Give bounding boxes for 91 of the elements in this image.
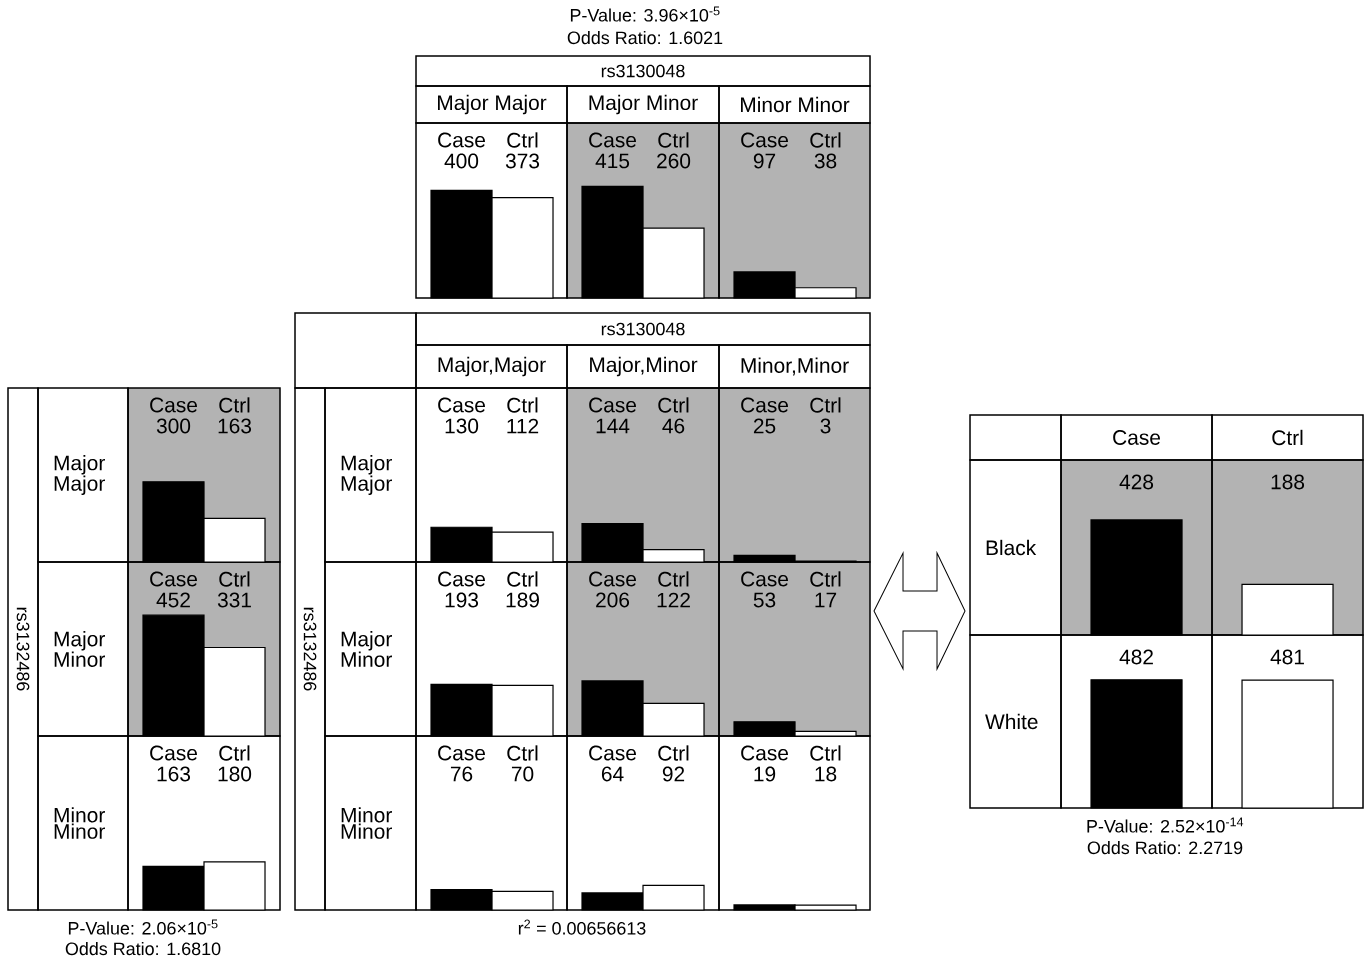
x-tick-label: Case (150, 745, 197, 761)
data-label: 19 (754, 766, 776, 782)
text: rs3130048 (601, 64, 685, 78)
category-label: Major,Minor (590, 356, 698, 377)
category-label: Minor Minor (54, 807, 105, 839)
category-label: Black (986, 539, 1037, 556)
x-tick-label: Case (589, 571, 636, 587)
text: Odds Ratio: 1.6810 (65, 941, 221, 956)
x-tick-label: Ctrl (1272, 429, 1303, 446)
x-tick-label: Ctrl (507, 571, 538, 587)
data-label: 122 (657, 592, 690, 608)
data-label: 400 (444, 153, 479, 169)
text: r$^{2}$ = 0.00656613 (518, 919, 646, 935)
data-label: 25 (753, 418, 776, 434)
data-label: 452 (156, 592, 190, 608)
data-label: 331 (217, 592, 251, 608)
data-label: 193 (445, 592, 479, 608)
data-label: 18 (815, 766, 837, 782)
x-tick-label: Ctrl (219, 397, 250, 413)
x-tick-label: Case (589, 745, 636, 761)
x-tick-label: Ctrl (810, 745, 841, 761)
text: P-Value: 3.96×10$^{-5}$ (570, 6, 720, 22)
category-label: Major Minor (54, 631, 105, 667)
category-label: White (985, 713, 1038, 730)
x-tick-label: Ctrl (219, 571, 250, 587)
x-tick-label: Ctrl (810, 571, 841, 587)
x-tick-label: Case (150, 397, 197, 413)
category-label: Minor,Minor (741, 357, 849, 376)
data-label: 112 (507, 418, 539, 434)
data-label: 180 (218, 766, 252, 782)
data-label: 64 (601, 766, 624, 782)
data-label: 46 (662, 418, 685, 434)
data-label: 38 (814, 153, 837, 169)
data-label: 189 (506, 592, 539, 608)
x-tick-label: Ctrl (658, 397, 689, 413)
category-label: Major,Major (438, 356, 546, 377)
x-tick-label: Case (438, 132, 485, 148)
data-label: 300 (156, 418, 191, 434)
x-tick-label: Case (438, 571, 485, 587)
x-tick-label: Case (589, 397, 636, 413)
text: Odds Ratio: 2.2719 (1087, 840, 1243, 855)
category-label: Minor Minor (341, 807, 392, 839)
x-tick-label: Ctrl (507, 745, 538, 761)
x-tick-label: Case (438, 397, 485, 413)
x-tick-label: Case (741, 571, 788, 587)
x-tick-label: Case (741, 132, 788, 148)
x-tick-label: Ctrl (658, 132, 689, 148)
data-label: 188 (1271, 474, 1305, 490)
data-label: 373 (505, 153, 540, 169)
data-label: 428 (1119, 474, 1154, 490)
text: P-Value: 2.52×10$^{-14}$ (1087, 817, 1244, 833)
data-label: 482 (1119, 649, 1153, 665)
data-label: 97 (753, 153, 776, 169)
data-label: 130 (445, 418, 479, 434)
text: rs3132486 (303, 607, 317, 691)
data-label: 17 (815, 592, 837, 608)
data-label: 53 (753, 592, 776, 608)
x-tick-label: Ctrl (810, 397, 841, 413)
text: rs3132486 (16, 607, 30, 691)
text: rs3130048 (601, 322, 685, 336)
data-label: 481 (1270, 649, 1304, 665)
category-label: Major Minor (341, 631, 392, 667)
category-label: Minor Minor (741, 96, 850, 113)
x-tick-label: Case (589, 132, 636, 148)
x-tick-label: Ctrl (810, 132, 841, 148)
x-tick-label: Case (1113, 430, 1161, 445)
data-label: 415 (595, 153, 630, 169)
data-label: 260 (657, 153, 691, 169)
category-label: Major Major (438, 94, 547, 115)
category-label: Major Major (341, 455, 392, 495)
data-label: 76 (450, 766, 473, 782)
x-tick-label: Ctrl (658, 745, 689, 761)
data-label: 144 (596, 418, 630, 434)
text: Odds Ratio: 1.6021 (567, 30, 723, 45)
data-label: 163 (157, 766, 191, 782)
x-tick-label: Case (741, 397, 788, 413)
text: P-Value: 2.06×10$^{-5}$ (68, 919, 218, 935)
data-label: 92 (662, 766, 685, 782)
x-tick-label: Case (150, 571, 197, 587)
category-label: Major Major (54, 455, 105, 495)
data-label: 163 (218, 418, 252, 434)
data-label: 206 (596, 592, 630, 608)
x-tick-label: Ctrl (658, 571, 689, 587)
data-label: 3 (820, 418, 831, 434)
category-label: Major Minor (589, 94, 698, 115)
x-tick-label: Ctrl (507, 132, 538, 148)
x-tick-label: Ctrl (219, 745, 250, 761)
x-tick-label: Case (438, 745, 485, 761)
data-label: 70 (511, 766, 534, 782)
x-tick-label: Ctrl (507, 397, 538, 413)
x-tick-label: Case (741, 745, 788, 761)
